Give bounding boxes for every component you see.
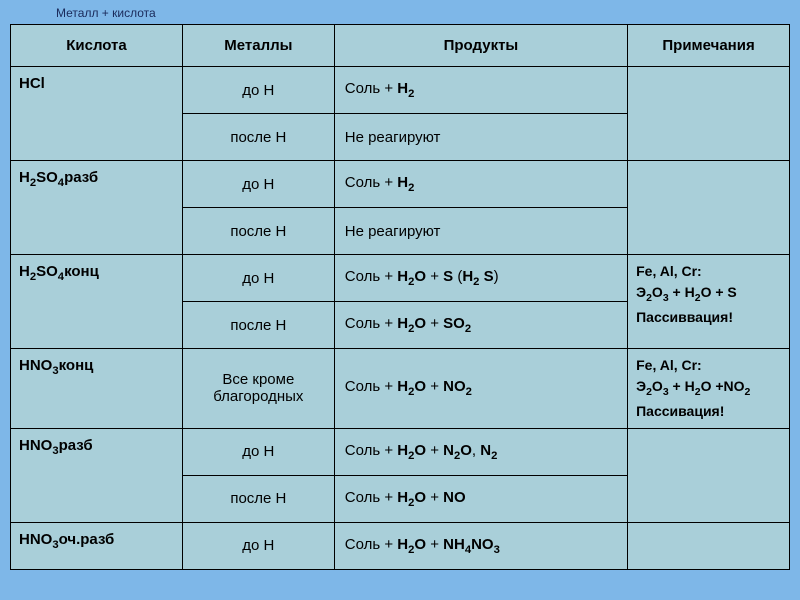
metal-cell: после Н [182,208,334,255]
product-cell: Соль + H2O + S (H2 S) [334,255,627,302]
table-row: HNO3разбдо НСоль + H2O + N2O, N2 [11,428,790,475]
product-cell: Не реагируют [334,114,627,161]
note-cell: Fe, Al, Cr:Э2О3 + H2O +NO2Пассивация! [628,349,790,429]
product-cell: Соль + H2O + NH4NO3 [334,522,627,569]
metal-cell: Все кроме благородных [182,349,334,429]
th-metals: Металлы [182,25,334,67]
acid-cell: HCl [11,67,183,161]
metal-cell: до Н [182,522,334,569]
metal-cell: после Н [182,302,334,349]
note-cell [628,67,790,161]
acid-cell: HNO3разб [11,428,183,522]
product-cell: Соль + H2 [334,67,627,114]
page-title: Металл + кислота [0,0,800,24]
th-notes: Примечания [628,25,790,67]
metal-cell: до Н [182,67,334,114]
acid-cell: H2SO4конц [11,255,183,349]
product-cell: Не реагируют [334,208,627,255]
metal-cell: до Н [182,428,334,475]
metal-cell: до Н [182,255,334,302]
acid-cell: HNO3конц [11,349,183,429]
metal-cell: до Н [182,161,334,208]
th-products: Продукты [334,25,627,67]
note-cell [628,428,790,522]
table-row: H2SO4разбдо НСоль + H2 [11,161,790,208]
acid-cell: HNO3оч.разб [11,522,183,569]
table-row: HNO3оч.разбдо НСоль + H2O + NH4NO3 [11,522,790,569]
note-cell [628,161,790,255]
acid-cell: H2SO4разб [11,161,183,255]
product-cell: Соль + H2O + N2O, N2 [334,428,627,475]
table-row: H2SO4концдо НСоль + H2O + S (H2 S)Fe, Al… [11,255,790,302]
note-cell [628,522,790,569]
table-row: HClдо НСоль + H2 [11,67,790,114]
product-cell: Соль + H2O + NO [334,475,627,522]
product-cell: Соль + H2 [334,161,627,208]
product-cell: Соль + H2O + SO2 [334,302,627,349]
th-acid: Кислота [11,25,183,67]
note-cell: Fe, Al, Cr:Э2О3 + H2O + SПассиввация! [628,255,790,349]
product-cell: Соль + H2O + NO2 [334,349,627,429]
chem-table: Кислота Металлы Продукты Примечания HClд… [10,24,790,570]
metal-cell: после Н [182,114,334,161]
table-row: HNO3концВсе кроме благородныхСоль + H2O … [11,349,790,429]
metal-cell: после Н [182,475,334,522]
